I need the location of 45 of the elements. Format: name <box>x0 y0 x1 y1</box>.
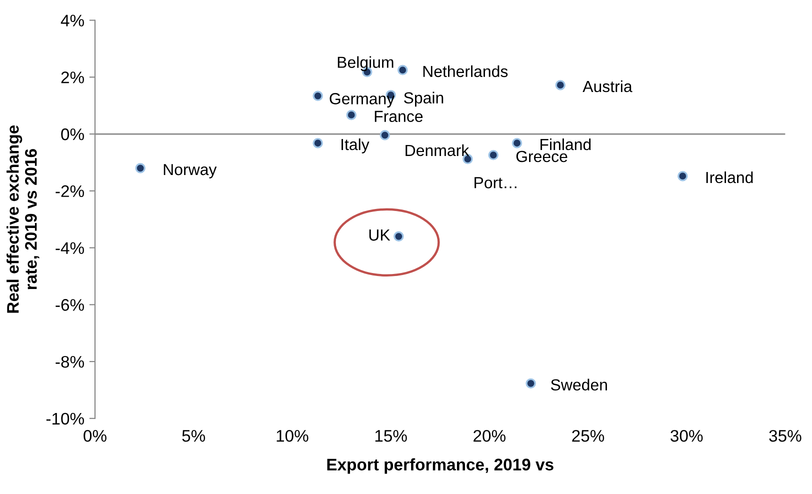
annotation: Germany <box>330 93 395 108</box>
y-tick-label: 4% <box>60 14 84 26</box>
x-tick-label: 20% <box>474 430 506 442</box>
x-axis-title: Export performance, 2019 vs <box>327 458 554 474</box>
x-tick-label: 25% <box>572 430 604 442</box>
point <box>488 150 498 160</box>
point <box>312 90 323 102</box>
point <box>678 170 688 182</box>
point <box>512 138 522 148</box>
annotation: Netherlands <box>423 65 508 78</box>
annotation: France <box>374 110 423 122</box>
annotation: Ireland <box>706 171 753 184</box>
annotation: Norway <box>164 164 217 178</box>
annotation: Belgium <box>338 56 394 72</box>
point <box>394 231 404 242</box>
y-tick-label: -2% <box>56 185 84 198</box>
x-tick-label: 30% <box>670 430 703 442</box>
x-tick-label: 10% <box>276 430 308 442</box>
annotation: Finland <box>540 138 591 150</box>
y-tick-label: -10% <box>46 412 84 425</box>
annotation: Italy <box>342 138 370 154</box>
point <box>380 130 390 140</box>
x-tick-label: 35% <box>769 430 802 442</box>
annotation: Sweden <box>550 378 607 390</box>
annotation: Port… <box>474 177 516 188</box>
annotation: Spain <box>404 92 444 107</box>
y-tick-label: 2% <box>61 72 84 84</box>
point <box>312 138 323 148</box>
y-tick-label: -6% <box>56 299 84 311</box>
y-axis-title: Real effective exchange rate, 2019 vs 2016 <box>6 125 40 313</box>
y-tick-label: -8% <box>56 356 84 368</box>
point <box>526 378 536 389</box>
x-tick-label: 5% <box>182 430 206 442</box>
annotation: Denmark <box>406 144 470 156</box>
annotation: UK <box>369 230 390 241</box>
y-tick-label: -4% <box>56 242 84 254</box>
point <box>555 80 566 90</box>
y-tick-label: 0% <box>61 128 84 140</box>
x-tick-label: 0% <box>84 430 106 442</box>
point <box>346 110 356 120</box>
annotation: Greece <box>516 150 568 162</box>
point <box>135 163 146 174</box>
x-tick-label: 15% <box>375 430 407 442</box>
annotation: Austria <box>582 80 632 92</box>
point <box>398 64 408 76</box>
